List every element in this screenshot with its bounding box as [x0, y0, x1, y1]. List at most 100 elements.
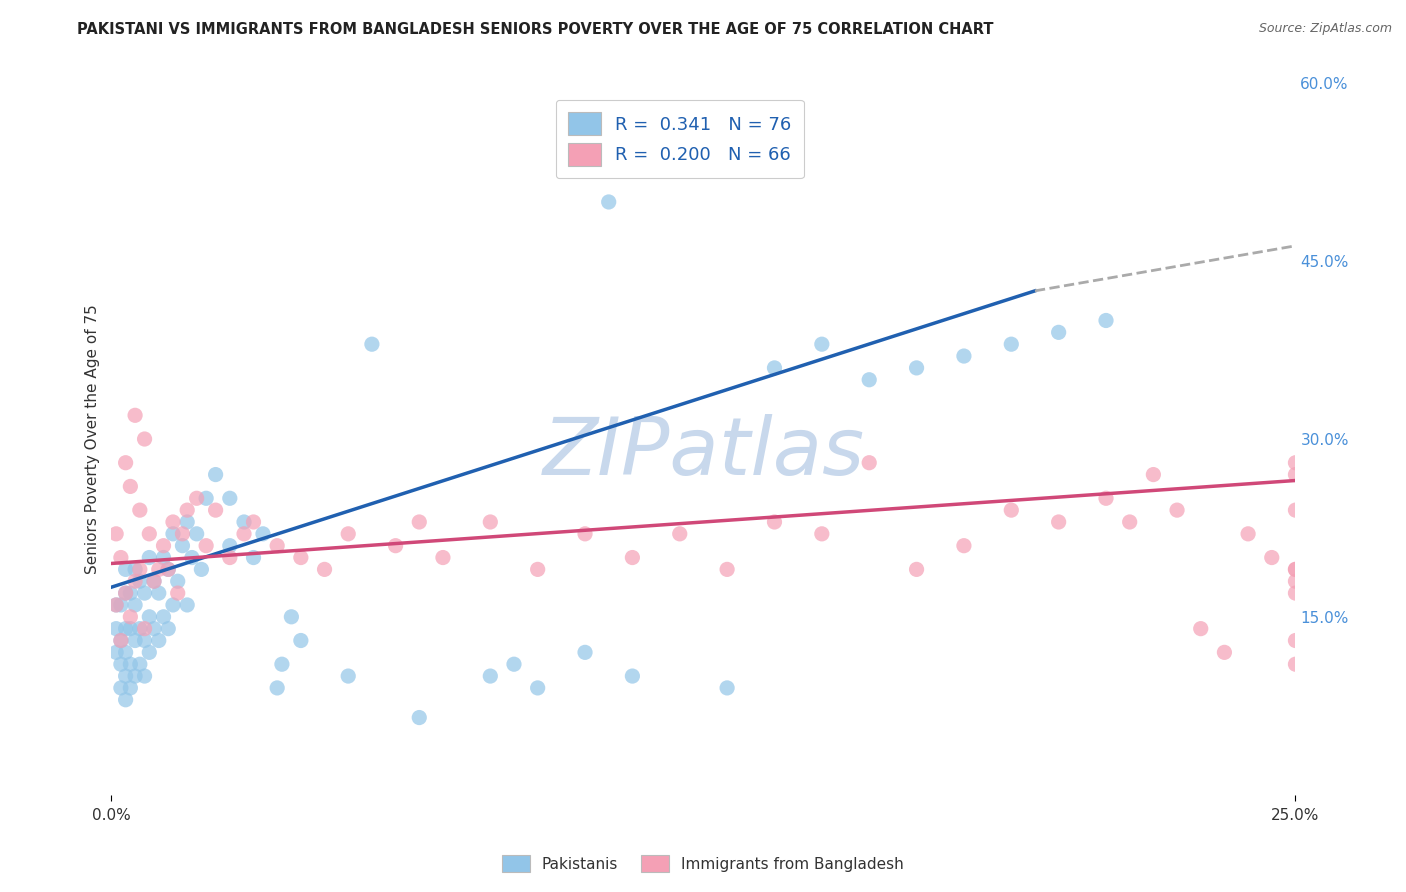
Point — [1284, 657, 1306, 672]
Point — [953, 539, 976, 553]
Text: Source: ZipAtlas.com: Source: ZipAtlas.com — [1258, 22, 1392, 36]
Point — [479, 515, 502, 529]
Point — [621, 550, 644, 565]
Point — [176, 598, 198, 612]
Point — [110, 598, 132, 612]
Point — [105, 598, 128, 612]
Point — [148, 586, 170, 600]
Point — [162, 515, 184, 529]
Point — [120, 657, 142, 672]
Point — [1284, 633, 1306, 648]
Point — [120, 479, 142, 493]
Point — [905, 360, 928, 375]
Point — [574, 526, 596, 541]
Point — [105, 598, 128, 612]
Point — [124, 669, 146, 683]
Point — [128, 657, 150, 672]
Point — [1000, 337, 1022, 351]
Point — [1095, 313, 1118, 327]
Point — [166, 586, 188, 600]
Point — [124, 562, 146, 576]
Point — [290, 550, 312, 565]
Legend: R =  0.341   N = 76, R =  0.200   N = 66: R = 0.341 N = 76, R = 0.200 N = 66 — [555, 100, 804, 178]
Point — [290, 633, 312, 648]
Point — [157, 562, 180, 576]
Point — [337, 526, 360, 541]
Point — [176, 515, 198, 529]
Point — [138, 526, 160, 541]
Point — [1284, 562, 1306, 576]
Point — [271, 657, 294, 672]
Point — [1261, 550, 1284, 565]
Point — [763, 360, 786, 375]
Point — [811, 337, 834, 351]
Point — [157, 622, 180, 636]
Point — [1213, 645, 1236, 659]
Point — [1047, 515, 1070, 529]
Point — [218, 491, 240, 506]
Point — [1284, 562, 1306, 576]
Point — [1095, 491, 1118, 506]
Point — [314, 562, 336, 576]
Point — [1284, 503, 1306, 517]
Point — [574, 645, 596, 659]
Point — [1142, 467, 1164, 482]
Point — [195, 491, 218, 506]
Point — [162, 598, 184, 612]
Point — [134, 432, 156, 446]
Point — [138, 609, 160, 624]
Point — [166, 574, 188, 589]
Point — [114, 562, 136, 576]
Point — [1166, 503, 1188, 517]
Point — [162, 526, 184, 541]
Point — [1000, 503, 1022, 517]
Point — [110, 657, 132, 672]
Point — [858, 373, 880, 387]
Point — [1118, 515, 1140, 529]
Point — [172, 539, 194, 553]
Point — [176, 503, 198, 517]
Point — [361, 337, 384, 351]
Point — [408, 710, 430, 724]
Point — [110, 633, 132, 648]
Point — [114, 645, 136, 659]
Point — [114, 456, 136, 470]
Point — [190, 562, 212, 576]
Point — [204, 467, 226, 482]
Point — [148, 633, 170, 648]
Point — [218, 539, 240, 553]
Point — [858, 456, 880, 470]
Point — [120, 586, 142, 600]
Point — [110, 550, 132, 565]
Point — [233, 526, 256, 541]
Point — [110, 633, 132, 648]
Point — [621, 669, 644, 683]
Point — [128, 622, 150, 636]
Point — [905, 562, 928, 576]
Point — [134, 633, 156, 648]
Point — [233, 515, 256, 529]
Point — [143, 574, 166, 589]
Point — [134, 669, 156, 683]
Point — [503, 657, 526, 672]
Point — [152, 539, 174, 553]
Point — [195, 539, 218, 553]
Point — [152, 609, 174, 624]
Point — [668, 526, 690, 541]
Point — [204, 503, 226, 517]
Point — [242, 515, 264, 529]
Point — [120, 609, 142, 624]
Point — [1189, 622, 1212, 636]
Point — [124, 598, 146, 612]
Point — [120, 681, 142, 695]
Point — [763, 515, 786, 529]
Point — [526, 562, 548, 576]
Point — [1237, 526, 1260, 541]
Point — [124, 633, 146, 648]
Point — [138, 550, 160, 565]
Point — [114, 622, 136, 636]
Point — [105, 526, 128, 541]
Point — [157, 562, 180, 576]
Point — [186, 491, 208, 506]
Point — [138, 645, 160, 659]
